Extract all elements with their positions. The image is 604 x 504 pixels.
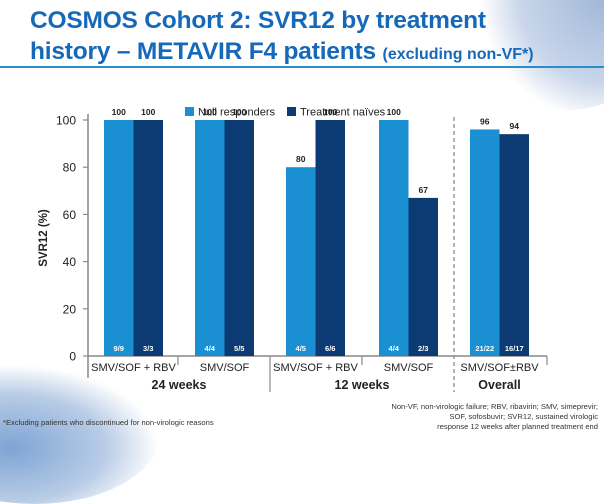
bar-count-label: 21/22 xyxy=(475,344,494,353)
y-tick-label: 40 xyxy=(63,255,77,269)
bar-treatment-naives xyxy=(408,197,438,356)
x-group-label: 12 weeks xyxy=(335,378,390,392)
footnote-exclusion: *Excluding patients who discontinued for… xyxy=(3,418,214,427)
bar-count-label: 2/3 xyxy=(418,344,428,353)
x-group-label: Overall xyxy=(478,378,520,392)
bar-value-label: 100 xyxy=(387,107,401,117)
title-line-2: history – METAVIR F4 patients (excluding… xyxy=(30,36,590,70)
legend: Null responders Treatment naïves xyxy=(185,107,386,119)
legend-label-treatment-naives: Treatment naïves xyxy=(300,107,386,119)
bars: 100 9/9 100 3/3 100 4/4 100 5/5 80 4/5 100 6/6 100 4/… xyxy=(104,107,529,356)
bar-count-label: 4/4 xyxy=(389,344,400,353)
bar-null-responders xyxy=(195,120,225,356)
title-divider xyxy=(0,66,604,68)
footnote-abbreviations: Non-VF, non-virologic failure; RBV, riba… xyxy=(278,402,598,432)
footnote-abbrev-line-1: Non-VF, non-virologic failure; RBV, riba… xyxy=(391,402,598,411)
slide-title: COSMOS Cohort 2: SVR12 by treatment hist… xyxy=(30,5,590,70)
bar-null-responders xyxy=(379,120,409,356)
bar-value-label: 94 xyxy=(510,121,520,131)
x-category-label: SMV/SOF + RBV xyxy=(273,362,358,374)
y-tick-label: 0 xyxy=(69,350,76,364)
bar-count-label: 9/9 xyxy=(114,344,124,353)
bar-value-label: 100 xyxy=(323,107,337,117)
x-labels: SMV/SOF + RBV SMV/SOF SMV/SOF + RBV SMV/SOF… xyxy=(91,362,539,392)
y-axis-label: SVR12 (%) xyxy=(38,209,50,267)
bar-count-label: 6/6 xyxy=(325,344,335,353)
y-tick-label: 100 xyxy=(56,114,76,128)
title-suffix: (excluding non-VF*) xyxy=(382,46,534,63)
x-category-label: SMV/SOF±RBV xyxy=(460,362,539,374)
y-ticks: 0 20 40 60 80 100 xyxy=(56,114,88,364)
bar-null-responders xyxy=(286,167,316,356)
y-tick-label: 80 xyxy=(63,161,77,175)
x-category-label: SMV/SOF xyxy=(384,362,434,374)
bar-null-responders xyxy=(104,120,134,356)
bar-treatment-naives xyxy=(133,120,163,356)
bar-null-responders xyxy=(470,129,500,356)
bar-treatment-naives xyxy=(224,120,254,356)
bar-value-label: 100 xyxy=(232,107,246,117)
bar-count-label: 4/5 xyxy=(296,344,306,353)
x-category-label: SMV/SOF + RBV xyxy=(91,362,176,374)
bar-value-label: 96 xyxy=(480,116,490,126)
bar-count-label: 4/4 xyxy=(205,344,216,353)
bar-value-label: 100 xyxy=(203,107,217,117)
x-category-label: SMV/SOF xyxy=(200,362,250,374)
bar-value-label: 100 xyxy=(112,107,126,117)
bar-treatment-naives xyxy=(499,134,529,356)
bar-value-label: 67 xyxy=(419,185,429,195)
y-tick-label: 60 xyxy=(63,208,77,222)
bar-chart: Null responders Treatment naïves SVR12 (… xyxy=(38,107,548,392)
footnote-abbrev-line-2: SOF, sofosbuvir; SVR12, sustained virolo… xyxy=(449,412,598,421)
bar-count-label: 5/5 xyxy=(234,344,244,353)
bar-count-label: 3/3 xyxy=(143,344,153,353)
bar-value-label: 100 xyxy=(141,107,155,117)
x-group-label: 24 weeks xyxy=(152,378,207,392)
bar-treatment-naives xyxy=(315,120,345,356)
title-line-2-main: history – METAVIR F4 patients xyxy=(30,38,376,65)
legend-swatch-treatment-naives xyxy=(287,107,296,116)
legend-swatch-null-responders xyxy=(185,107,194,116)
legend-label-null-responders: Null responders xyxy=(198,107,276,119)
footnote-abbrev-line-3: response 12 weeks after planned treatmen… xyxy=(437,422,598,431)
bar-count-label: 16/17 xyxy=(505,344,524,353)
title-line-1: COSMOS Cohort 2: SVR12 by treatment xyxy=(30,7,486,34)
bar-value-label: 80 xyxy=(296,154,306,164)
y-tick-label: 20 xyxy=(63,302,77,316)
